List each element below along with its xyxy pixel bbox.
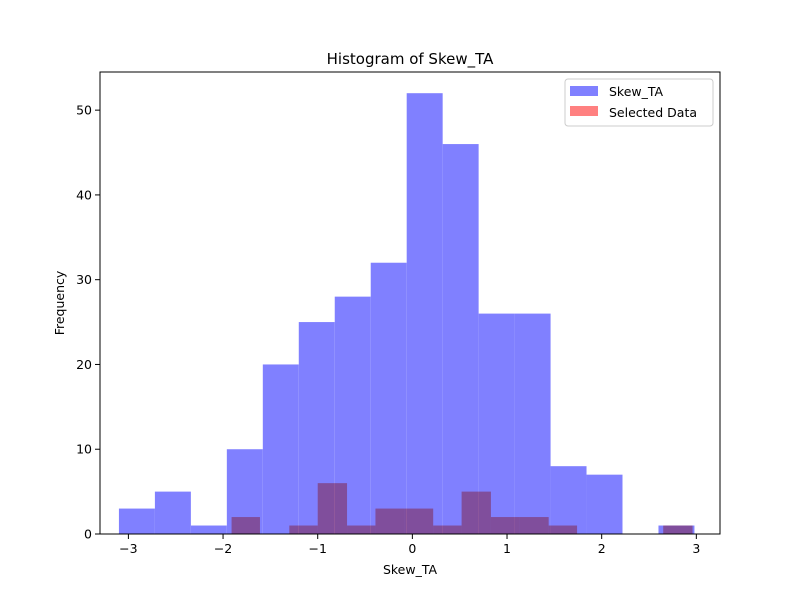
skew-ta-bar-0 (118, 508, 155, 534)
y-tick-label: 20 (76, 357, 92, 372)
y-tick-label: 10 (76, 442, 92, 457)
x-tick-label: −3 (119, 541, 137, 556)
legend-box (564, 78, 714, 127)
x-axis-label: Skew_TA (383, 562, 438, 577)
chart-title: Histogram of Skew_TA (327, 50, 494, 69)
x-tick-label: −2 (214, 541, 232, 556)
legend: Skew_TA Selected Data (564, 78, 714, 127)
skew-ta-bar-7 (370, 262, 407, 534)
selected-data-bar-4 (347, 525, 376, 534)
skew-ta-bar-2 (190, 525, 227, 534)
x-tick-label: 1 (503, 541, 511, 556)
selected-data-bar-9 (490, 517, 520, 534)
series-selected-data-bars (231, 483, 693, 534)
legend-label-skew-ta: Skew_TA (609, 84, 664, 99)
skew-ta-bar-11 (514, 313, 551, 534)
y-axis-label: Frequency (52, 270, 67, 335)
x-tick-label: −1 (308, 541, 326, 556)
plot-frame (99, 71, 721, 535)
x-tick-label: 3 (692, 541, 700, 556)
legend-swatch-skew-ta (570, 86, 598, 96)
y-tick-label: 0 (84, 527, 92, 542)
skew-ta-bar-13 (586, 474, 623, 534)
x-tick-label: 2 (598, 541, 606, 556)
legend-swatch-selected-data (570, 106, 598, 116)
selected-data-bar-8 (461, 491, 491, 534)
selected-data-bar-7 (433, 525, 462, 534)
skew-ta-bar-4 (262, 364, 299, 534)
selected-data-bar-6 (404, 508, 434, 534)
selected-data-bar-15 (663, 525, 693, 534)
legend-label-selected-data: Selected Data (609, 105, 697, 120)
selected-data-bar-3 (317, 483, 348, 534)
selected-data-bar-0 (231, 517, 260, 534)
y-tick-label: 50 (76, 103, 92, 118)
selected-data-bar-10 (519, 517, 549, 534)
y-tick-label: 30 (76, 272, 92, 287)
y-axis-ticks: 0 10 20 30 40 50 (76, 103, 100, 542)
y-tick-label: 40 (76, 187, 92, 202)
selected-data-bar-5 (375, 508, 405, 534)
skew-ta-bar-1 (154, 491, 191, 534)
selected-data-bar-2 (289, 525, 318, 534)
x-axis-ticks: −3 −2 −1 0 1 2 3 (119, 534, 700, 556)
skew-ta-bar-8 (406, 93, 443, 534)
x-tick-label: 0 (408, 541, 416, 556)
selected-data-bar-11 (548, 525, 578, 534)
skew-ta-bar-12 (550, 466, 587, 534)
skew-ta-bar-9 (442, 144, 479, 534)
